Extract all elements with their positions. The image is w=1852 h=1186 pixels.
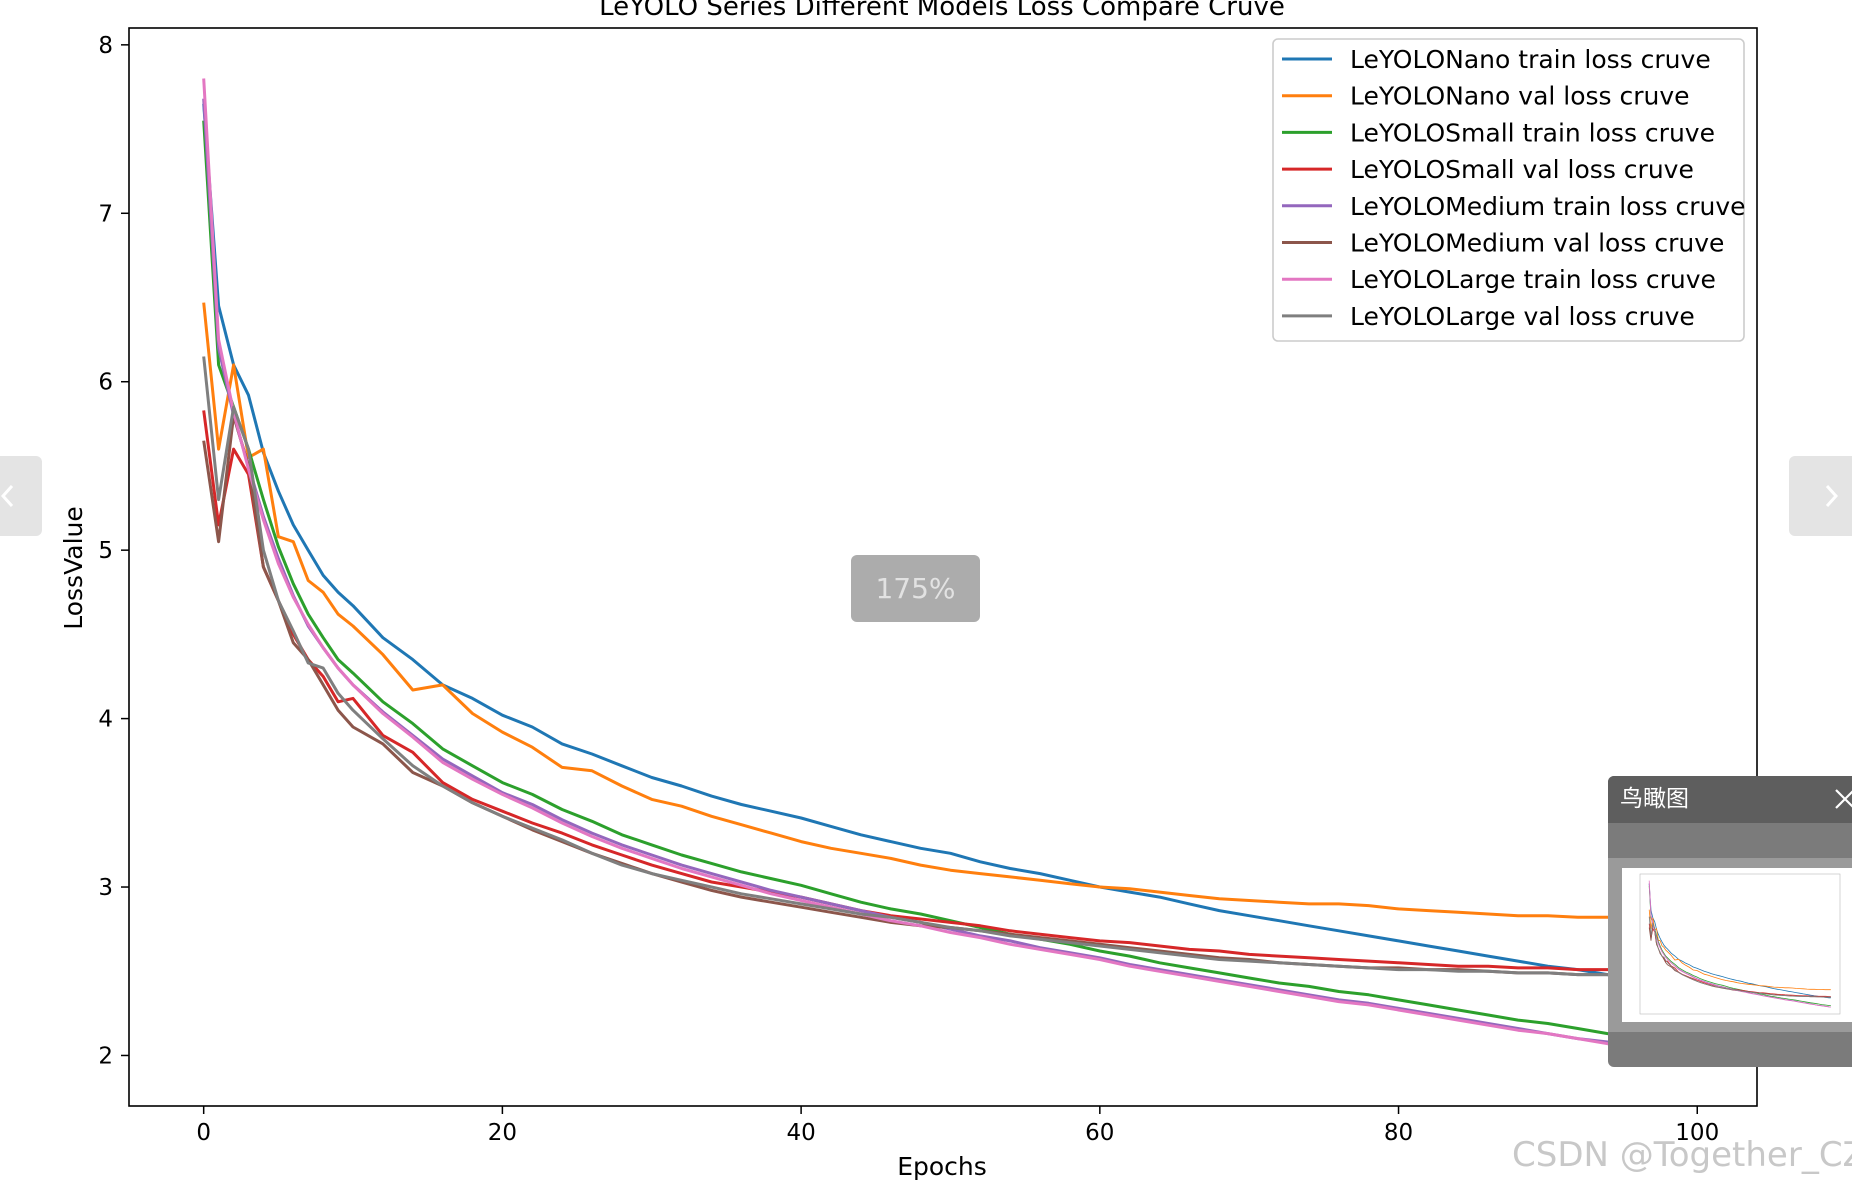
series-line-6 xyxy=(202,78,1683,1054)
plot-frame xyxy=(128,27,1758,1107)
y-tick-label: 2 xyxy=(98,1043,113,1069)
zoom-level-badge: 175% xyxy=(851,555,980,622)
legend-label: LeYOLOLarge train loss cruve xyxy=(1350,265,1716,294)
y-tick-label: 5 xyxy=(98,538,113,564)
x-tick-label: 0 xyxy=(196,1120,211,1146)
legend-label: LeYOLOLarge val loss cruve xyxy=(1350,302,1695,331)
legend-box xyxy=(1272,38,1745,342)
x-tick-label: 40 xyxy=(786,1120,815,1146)
series-line-3 xyxy=(202,410,1683,973)
x-tick-label: 80 xyxy=(1384,1120,1413,1146)
overview-header: 鸟瞰图 xyxy=(1608,776,1852,823)
x-tick-label: 20 xyxy=(488,1120,517,1146)
overview-title: 鸟瞰图 xyxy=(1620,786,1689,812)
y-tick-label: 8 xyxy=(98,33,113,59)
x-tick-label: 60 xyxy=(1085,1120,1114,1146)
legend-label: LeYOLOMedium train loss cruve xyxy=(1350,192,1746,221)
legend-label: LeYOLOMedium val loss cruve xyxy=(1350,229,1724,258)
series-line-1 xyxy=(202,302,1683,921)
thumbnail-series-line xyxy=(1648,909,1831,991)
legend-label: LeYOLONano val loss cruve xyxy=(1350,82,1690,111)
thumbnail-series-line xyxy=(1648,880,1831,1008)
thumbnail-series-line xyxy=(1648,885,1831,1006)
overview-panel: 鸟瞰图 xyxy=(1608,776,1852,1067)
x-axis-label: Epochs xyxy=(897,1152,987,1181)
thumbnail-frame xyxy=(1639,873,1841,1015)
series-line-5 xyxy=(202,413,1683,978)
y-tick-label: 4 xyxy=(98,707,113,733)
close-icon[interactable] xyxy=(1834,788,1852,810)
thumbnail-series-line xyxy=(1648,924,1831,998)
legend-label: LeYOLOSmall train loss cruve xyxy=(1350,118,1715,147)
chevron-left-icon xyxy=(0,484,14,508)
overview-viewport[interactable] xyxy=(1608,858,1852,1032)
next-image-button[interactable] xyxy=(1789,456,1852,536)
chart-title: LeYOLO Series Different Models Loss Comp… xyxy=(599,0,1285,22)
overview-thumbnail[interactable] xyxy=(1622,868,1852,1022)
series-line-7 xyxy=(202,356,1683,978)
y-axis-label: LossValue xyxy=(59,506,88,630)
thumbnail-series-line xyxy=(1648,916,1831,998)
y-tick-label: 3 xyxy=(98,875,113,901)
legend-label: LeYOLOSmall val loss cruve xyxy=(1350,155,1694,184)
y-tick-label: 6 xyxy=(98,370,113,396)
x-tick-label: 100 xyxy=(1675,1120,1719,1146)
previous-image-button[interactable] xyxy=(0,456,42,536)
series-line-2 xyxy=(202,120,1683,1042)
chevron-right-icon xyxy=(1825,484,1839,508)
y-tick-label: 7 xyxy=(98,201,113,227)
series-line-0 xyxy=(202,103,1683,983)
watermark: CSDN @Together_CZ xyxy=(1512,1135,1852,1175)
legend: LeYOLONano train loss cruve LeYOLONano va… xyxy=(1272,38,1746,342)
legend-label: LeYOLONano train loss cruve xyxy=(1350,45,1711,74)
thumbnail-series-line xyxy=(1648,883,1831,999)
